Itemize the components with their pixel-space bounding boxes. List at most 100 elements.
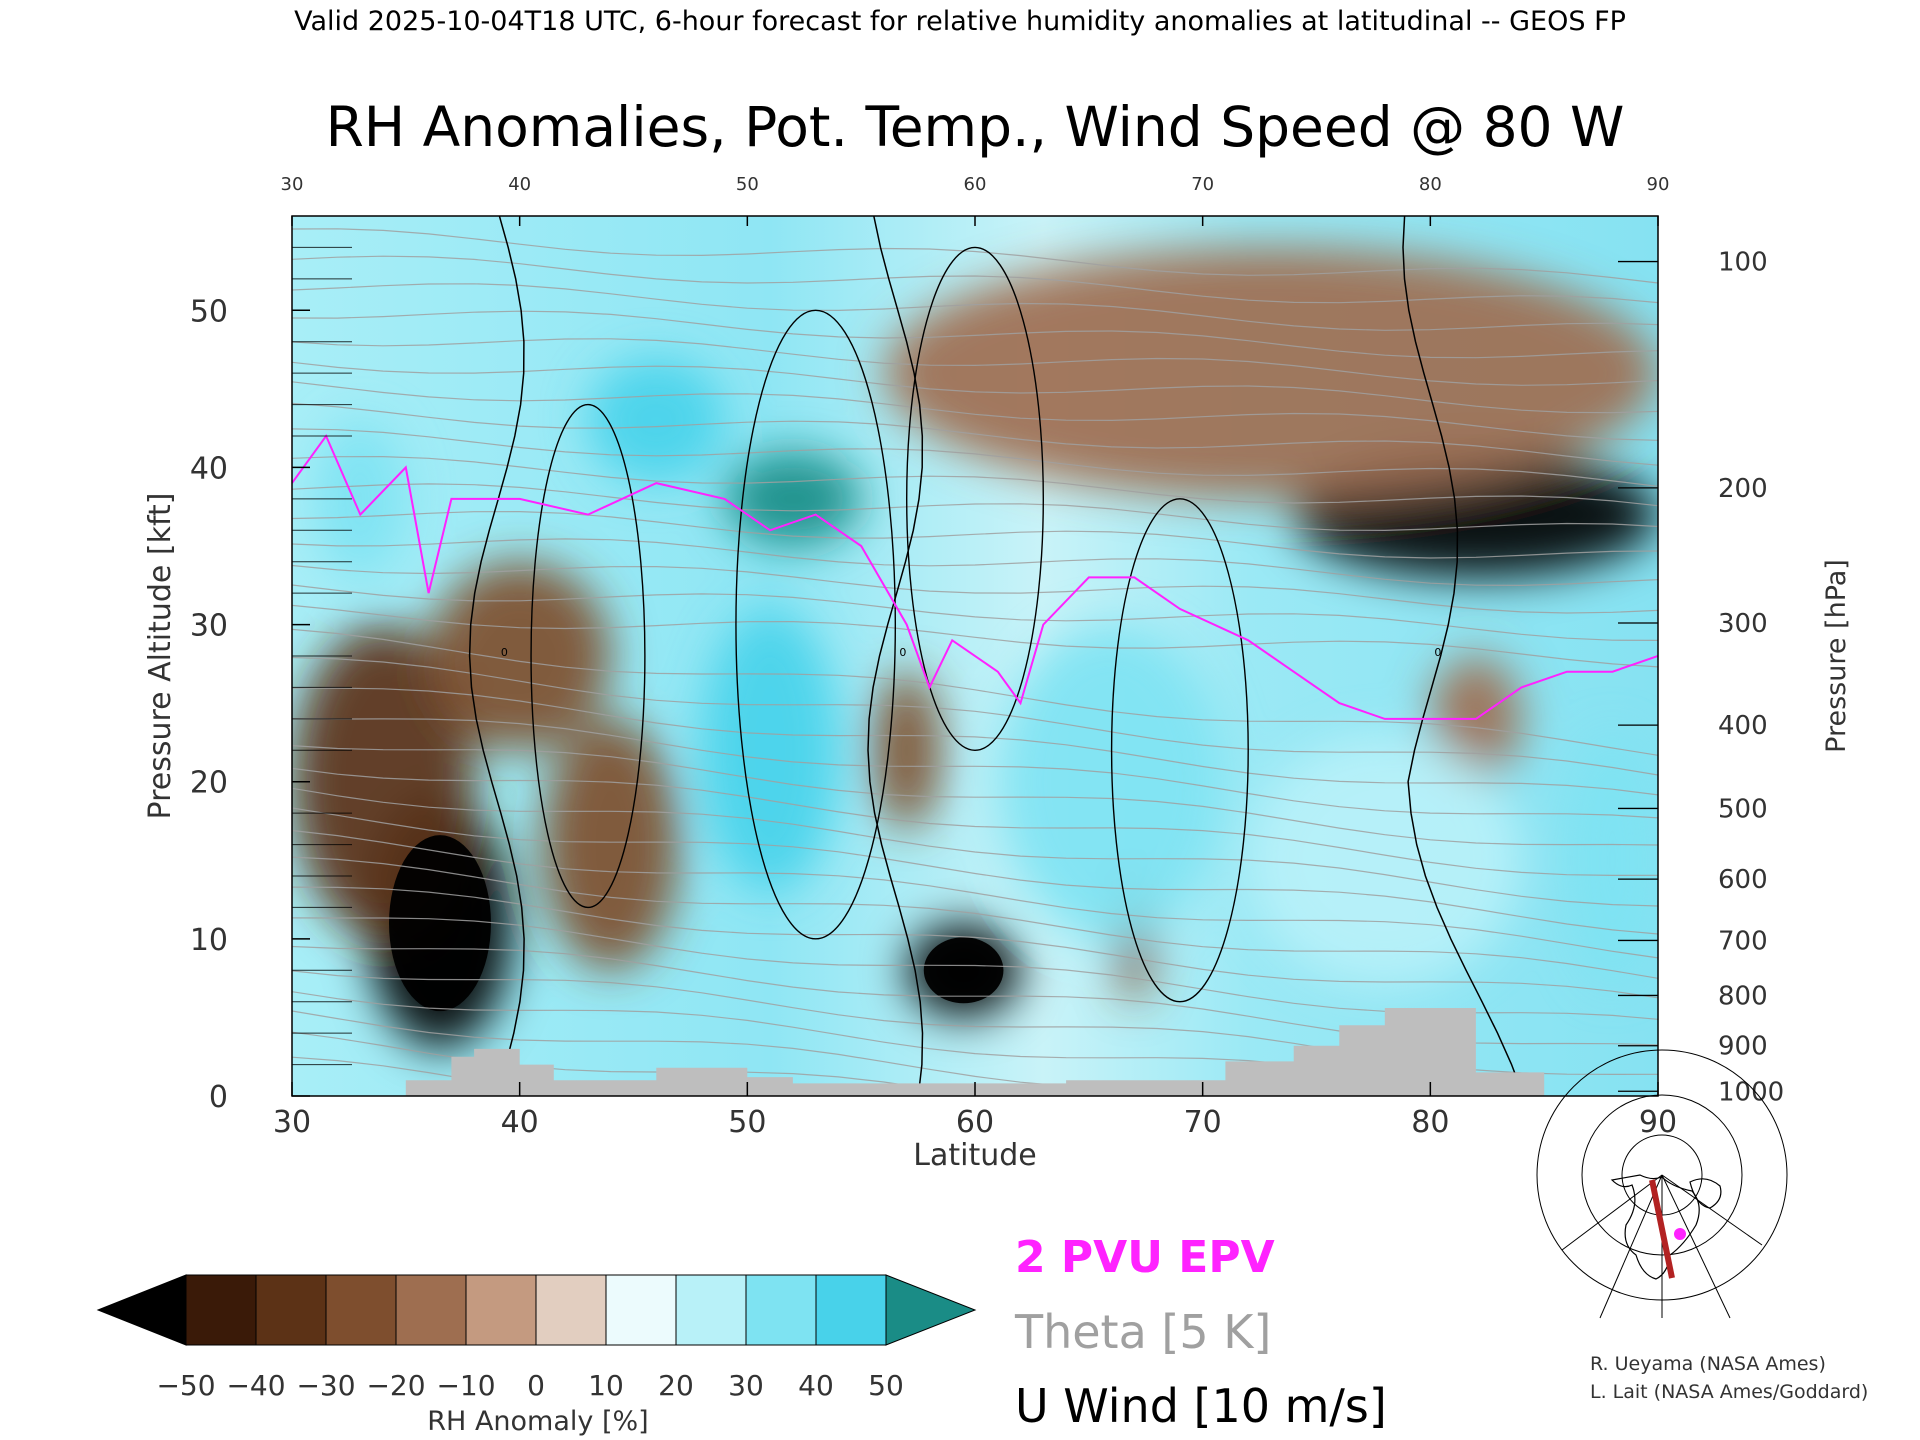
legend: 2 PVU EPV Theta [5 K] U Wind [10 m/s]: [1014, 1232, 1387, 1433]
theta-contour: [292, 687, 1658, 796]
rh-region-15: [1248, 734, 1522, 986]
y-axis-left: 0 10 20 30 40 50: [190, 246, 352, 1115]
legend-uwind: U Wind [10 m/s]: [1015, 1379, 1387, 1433]
pressure-tick-label: 300: [1718, 609, 1768, 639]
colorbar-high-arrow: [885, 1274, 977, 1346]
colorbar-tick-label: −20: [366, 1369, 425, 1402]
rh-core-0: [388, 835, 491, 1012]
chart-title: RH Anomalies, Pot. Temp., Wind Speed @ 8…: [326, 95, 1625, 159]
theta-contour: [292, 886, 1658, 999]
x-tick-label: 40: [501, 1105, 539, 1140]
epv-2pvu-line: [292, 433, 1658, 720]
x-axis-top: 30 40 50 60 70 80 90: [281, 174, 1670, 226]
x-top-tick-label: 30: [281, 174, 304, 195]
u-wind-loop-2: [1110, 498, 1249, 1003]
theta-contour: [292, 604, 1658, 668]
colorbar-bin: [605, 1274, 677, 1346]
u-wind-contour-label: 0: [501, 646, 508, 659]
rh-region-2: [428, 561, 611, 751]
y-axis-label: Pressure Altitude [kft]: [143, 493, 178, 820]
inset-map: [1536, 1049, 1788, 1319]
x-tick-label: 90: [1639, 1105, 1677, 1140]
pressure-tick-label: 500: [1718, 794, 1768, 824]
theta-contour: [292, 455, 1658, 507]
u-wind-zero-line: [468, 216, 525, 1096]
x-tick-label: 70: [1184, 1105, 1222, 1140]
plot-area: 0 0 0: [291, 215, 1659, 1097]
colorbar-tick-label: −40: [226, 1369, 285, 1402]
y-tick-label: 10: [190, 923, 228, 958]
colorbar-bin: [465, 1274, 537, 1346]
colorbar-bin: [675, 1274, 747, 1346]
credit-2: L. Lait (NASA Ames/Goddard): [1590, 1381, 1868, 1403]
u-wind-loop-1: [906, 246, 1045, 751]
x-top-tick-label: 60: [964, 174, 987, 195]
x-tick-label: 80: [1411, 1105, 1449, 1140]
pressure-tick-label: 400: [1718, 711, 1768, 741]
colorbar-bin: [815, 1274, 887, 1346]
colorbar-bin: [395, 1274, 467, 1346]
rh-region-11: [701, 608, 839, 892]
theta-contour: [292, 402, 1658, 466]
header-text: Valid 2025-10-04T18 UTC, 6-hour forecast…: [294, 6, 1626, 37]
theta-contour: [292, 483, 1658, 532]
theta-contour: [292, 228, 1658, 284]
u-wind-loop-3: [530, 403, 646, 909]
theta-contour: [292, 381, 1658, 441]
pressure-tick-label: 200: [1718, 474, 1768, 504]
colorbar-tick-label: −50: [156, 1369, 215, 1402]
pressure-tick-label: 600: [1718, 865, 1768, 895]
theta-contour: [292, 538, 1658, 587]
colorbar-bin: [325, 1274, 397, 1346]
legend-epv: 2 PVU EPV: [1015, 1232, 1275, 1283]
colorbar-tick-label: −10: [436, 1369, 495, 1402]
pressure-tick-label: 800: [1718, 981, 1768, 1011]
y-axis-right: 100 200 300 400 500 600 700 800 900 1000: [1618, 248, 1784, 1107]
x-axis-label: Latitude: [913, 1138, 1036, 1173]
colorbar: −50 −40 −30 −20 −10 0 10 20 30 40 50: [96, 1274, 977, 1402]
rh-region-13: [314, 420, 406, 578]
theta-contour: [292, 829, 1658, 959]
theta-contour: [292, 807, 1658, 935]
rh-region-16: [1566, 734, 1658, 986]
x-top-tick-label: 90: [1647, 174, 1670, 195]
y-tick-label: 0: [209, 1080, 228, 1115]
theta-contour: [292, 767, 1658, 877]
u-wind-zero-line: [1402, 216, 1525, 1096]
inset-map-transect: [1649, 1179, 1675, 1279]
colorbar-tick-label: 0: [527, 1369, 545, 1402]
colorbar-tick-label: 40: [798, 1369, 834, 1402]
rh-region-12: [587, 357, 725, 484]
theta-contour: [292, 564, 1658, 614]
theta-contour: [292, 510, 1658, 559]
theta-contour: [292, 856, 1658, 979]
credit-1: R. Ueyama (NASA Ames): [1590, 1353, 1826, 1375]
colorbar-tick-label: 30: [728, 1369, 764, 1402]
inset-map-greenland: [1689, 1178, 1722, 1209]
y-tick-label: 20: [190, 766, 228, 801]
u-wind-contour-label: 0: [899, 646, 906, 659]
x-top-tick-label: 70: [1191, 174, 1214, 195]
inset-map-marker: [1674, 1228, 1686, 1240]
theta-contour: [292, 745, 1658, 846]
rh-core-1: [923, 937, 1004, 1004]
colorbar-low-arrow: [96, 1274, 187, 1346]
pressure-tick-label: 700: [1718, 926, 1768, 956]
theta-contour: [292, 428, 1658, 487]
theta-contour: [292, 656, 1658, 776]
pressure-tick-label: 900: [1718, 1032, 1768, 1062]
rh-anomaly-field: [292, 247, 1658, 1049]
y-axis-right-label: Pressure [hPa]: [1821, 559, 1852, 753]
colorbar-tick-label: 20: [658, 1369, 694, 1402]
colorbar-bin: [535, 1274, 607, 1346]
u-wind-zero-line: [867, 216, 924, 1096]
colorbar-tick-label: 50: [868, 1369, 904, 1402]
rh-region-3: [542, 718, 680, 971]
x-tick-label: 30: [273, 1105, 311, 1140]
theta-contour: [292, 584, 1658, 642]
theta-contour: [292, 787, 1658, 907]
u-wind-contours: 0 0 0: [468, 216, 1525, 1096]
theta-contour: [292, 255, 1658, 304]
x-tick-label: 60: [956, 1105, 994, 1140]
